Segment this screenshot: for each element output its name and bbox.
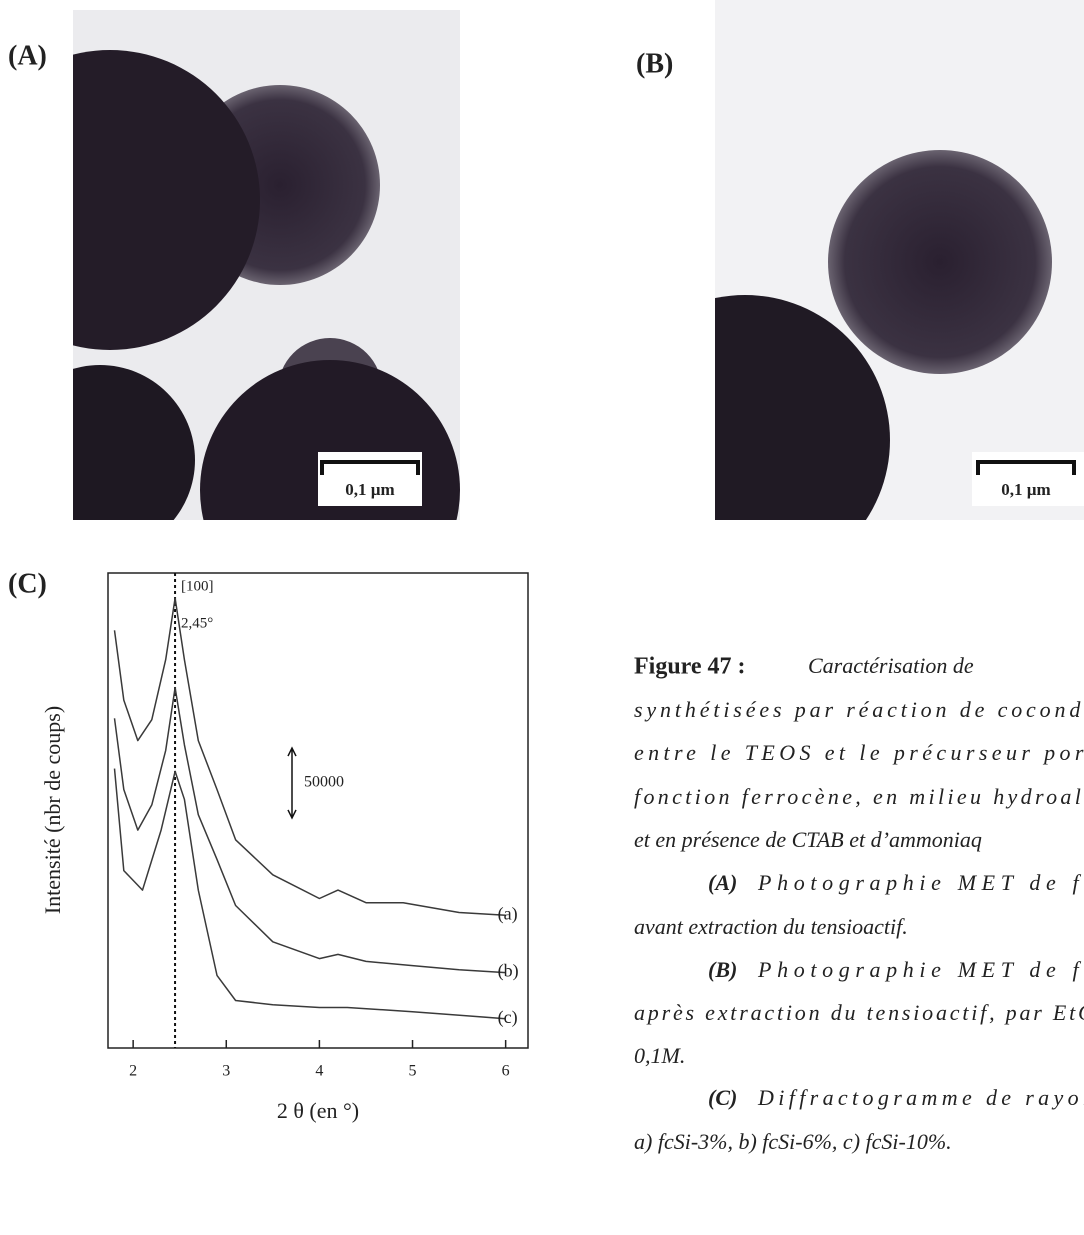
series-label: (b) [498, 961, 519, 982]
caption-line: après extraction du tensioactif, par EtO [634, 1000, 1084, 1025]
caption-line: et en présence de CTAB et d’ammoniaq [634, 827, 982, 852]
scale-arrow [287, 746, 297, 820]
plot-frame [107, 572, 529, 1049]
scale-label: 0,1 µm [1001, 480, 1050, 499]
series-label: (c) [498, 1007, 518, 1028]
scale-bar [976, 460, 1076, 475]
tem-image-a [73, 10, 460, 520]
tem-image-b [715, 0, 1084, 520]
caption-line: entre le TEOS et le précurseur port [634, 740, 1084, 765]
series-label: (a) [498, 903, 518, 924]
series-line [113, 597, 506, 917]
x-tick-label: 3 [222, 1063, 230, 1080]
caption-line: Caractérisation de [808, 653, 974, 678]
caption-line: Photographie MET de fc [757, 870, 1084, 895]
panel-label: (C) [8, 568, 47, 599]
caption-line: Diffractogramme de rayon [757, 1085, 1084, 1110]
figure-label: Figure 47 : [634, 654, 746, 680]
caption: Figure 47 : Caractérisation de synthétis… [634, 653, 1084, 1154]
scale-bar [320, 460, 420, 475]
scale-label: 50000 [304, 774, 344, 791]
scale-label: 0,1 µm [345, 480, 394, 499]
panel-label: (A) [8, 40, 47, 71]
caption-line: 0,1M. [634, 1043, 685, 1068]
caption-line: Photographie MET de fc [757, 957, 1084, 982]
chart: 2 3 4 5 6 [100] 2,45° 50000 (a) (b) (c) [113, 573, 519, 1080]
caption-line: fonction ferrocène, en milieu hydroalc [634, 784, 1084, 809]
panel-label: (B) [636, 48, 673, 79]
item-label: (C) [708, 1085, 737, 1110]
reference-label: 2,45° [181, 615, 213, 631]
x-axis-title: 2 θ (en °) [277, 1098, 359, 1123]
x-tick-label: 6 [502, 1063, 510, 1080]
x-tick-label: 2 [129, 1063, 137, 1080]
series-line [113, 768, 506, 1020]
caption-line: avant extraction du tensioactif. [634, 914, 908, 939]
y-axis-title: Intensité (nbr de coups) [40, 706, 65, 914]
caption-line: a) fcSi-3%, b) fcSi-6%, c) fcSi-10%. [634, 1129, 952, 1154]
series-line [113, 686, 506, 974]
item-label: (B) [708, 957, 737, 982]
reference-name: [100] [181, 578, 214, 594]
x-tick-label: 5 [409, 1063, 417, 1080]
item-label: (A) [708, 870, 737, 895]
x-tick-label: 4 [315, 1063, 323, 1080]
